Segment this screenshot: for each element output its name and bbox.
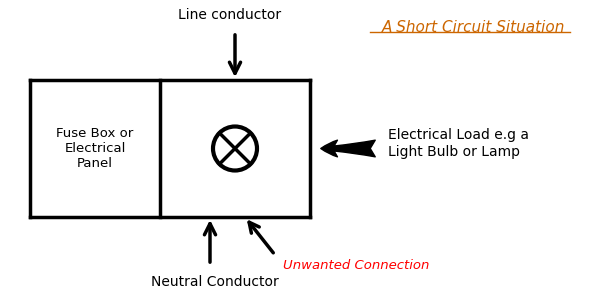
Text: Electrical Load e.g a
Light Bulb or Lamp: Electrical Load e.g a Light Bulb or Lamp: [388, 128, 529, 159]
Text: Unwanted Connection: Unwanted Connection: [283, 259, 430, 272]
Text: Fuse Box or
Electrical
Panel: Fuse Box or Electrical Panel: [57, 127, 134, 170]
Text: A Short Circuit Situation: A Short Circuit Situation: [381, 20, 565, 35]
Text: Neutral Conductor: Neutral Conductor: [151, 275, 279, 289]
Text: Line conductor: Line conductor: [178, 8, 281, 22]
